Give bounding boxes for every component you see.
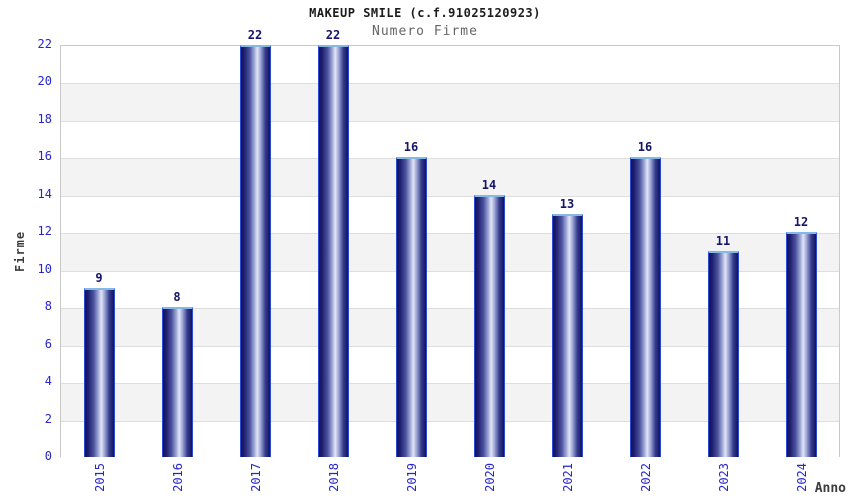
grid-line xyxy=(61,195,839,197)
bar-value-label: 16 xyxy=(403,140,419,155)
grid-line xyxy=(61,345,839,347)
y-tick-label: 2 xyxy=(44,411,52,426)
y-tick-label: 20 xyxy=(37,74,52,89)
x-axis-label: Anno xyxy=(814,481,846,496)
x-tick-label: 2023 xyxy=(717,463,731,492)
bar xyxy=(317,45,349,457)
bar xyxy=(395,157,427,457)
y-axis-label: Firme xyxy=(13,230,27,272)
y-tick-label: 12 xyxy=(37,224,52,239)
y-tick-label: 18 xyxy=(37,111,52,126)
grid-line xyxy=(61,233,839,235)
bar-value-label: 11 xyxy=(715,234,731,248)
bar xyxy=(161,307,193,457)
bar xyxy=(551,213,583,457)
bar xyxy=(473,194,505,457)
bar xyxy=(629,157,661,457)
grid-band xyxy=(61,158,839,196)
grid-line xyxy=(61,158,839,160)
x-tick-label: 2021 xyxy=(561,463,575,492)
y-tick-label: 22 xyxy=(37,37,52,51)
grid-line xyxy=(61,270,839,272)
grid-band xyxy=(61,83,839,121)
x-tick-label: 2019 xyxy=(405,463,419,492)
x-tick-label: 2020 xyxy=(483,463,497,492)
bar xyxy=(707,251,739,457)
y-tick-label: 14 xyxy=(37,186,52,201)
y-tick-label: 6 xyxy=(44,336,52,351)
bar xyxy=(83,288,115,457)
grid-band xyxy=(61,195,839,234)
y-tick-label: 0 xyxy=(44,449,52,463)
chart-subtitle: Numero Firme xyxy=(372,24,478,39)
bar-value-label: 9 xyxy=(95,271,103,286)
bar-value-label: 12 xyxy=(793,215,809,230)
bar-value-label: 22 xyxy=(247,28,263,42)
y-tick-label: 4 xyxy=(44,374,52,389)
bar xyxy=(239,45,271,457)
x-tick-label: 2015 xyxy=(93,463,107,492)
chart-title: MAKEUP SMILE (c.f.91025120923) xyxy=(309,6,541,20)
bar-value-label: 22 xyxy=(325,28,341,42)
bar-value-label: 8 xyxy=(173,290,181,305)
bar-value-label: 14 xyxy=(481,177,497,192)
bar xyxy=(785,232,817,457)
grid-line xyxy=(61,383,839,385)
y-tick-label: 10 xyxy=(37,261,52,276)
grid-band xyxy=(61,120,839,159)
bar-value-label: 16 xyxy=(637,140,653,155)
bar-value-label: 13 xyxy=(559,196,575,211)
grid-line xyxy=(61,308,839,310)
x-tick-label: 2022 xyxy=(639,463,653,492)
x-tick-label: 2016 xyxy=(171,463,185,492)
y-tick-label: 8 xyxy=(44,299,52,314)
x-tick-label: 2024 xyxy=(795,463,809,492)
grid-band xyxy=(61,46,839,84)
grid-line xyxy=(61,420,839,422)
grid-line xyxy=(61,120,839,122)
y-tick-label: 16 xyxy=(37,149,52,164)
x-tick-label: 2017 xyxy=(249,463,263,492)
grid-line xyxy=(61,83,839,85)
x-tick-label: 2018 xyxy=(327,463,341,492)
